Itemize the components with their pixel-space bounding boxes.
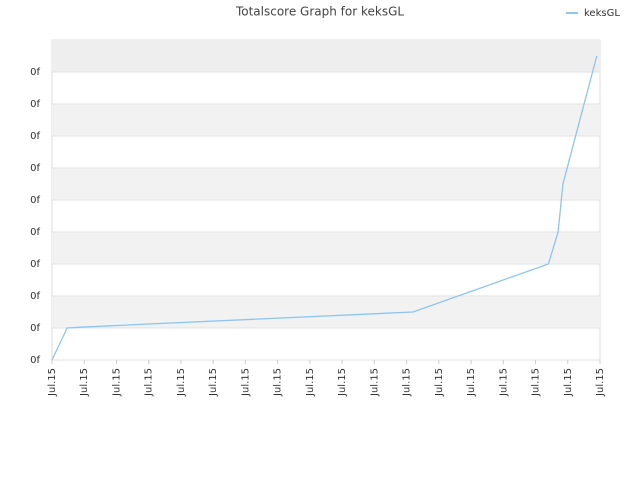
x-tick-label: Jul.15 [434,368,445,397]
x-tick-label: Jul.15 [531,368,542,397]
x-tick-label: Jul.15 [337,368,348,397]
x-tick-label: Jul.15 [240,368,251,397]
y-tick-label: 0f [30,131,40,142]
band [52,40,600,72]
band [52,296,600,328]
x-tick-label: Jul.15 [47,368,58,397]
x-tick-label: Jul.15 [498,368,509,397]
y-tick-label: 0f [30,259,40,270]
y-tick-label: 0f [30,355,40,366]
x-tick-label: Jul.15 [176,368,187,397]
x-tick-label: Jul.15 [208,368,219,397]
band [52,168,600,200]
x-tick-label: Jul.15 [466,368,477,397]
y-tick-label: 0f [30,323,40,334]
legend-label: keksGL [584,8,620,19]
x-tick-label: Jul.15 [273,368,284,397]
x-tick-label: Jul.15 [144,368,155,397]
y-tick-label: 0f [30,227,40,238]
band [52,104,600,136]
chart-title: Totalscore Graph for keksGL [235,5,404,19]
x-tick-label: Jul.15 [111,368,122,397]
y-tick-label: 0f [30,291,40,302]
x-tick-label: Jul.15 [79,368,90,397]
x-tick-label: Jul.15 [305,368,316,397]
x-tick-label: Jul.15 [369,368,380,397]
x-tick-label: Jul.15 [595,368,606,397]
y-tick-label: 0f [30,163,40,174]
y-tick-label: 0f [30,99,40,110]
y-tick-label: 0f [30,195,40,206]
x-tick-label: Jul.15 [563,368,574,397]
y-tick-label: 0f [30,67,40,78]
data-line [51,55,598,361]
x-tick-label: Jul.15 [402,368,413,397]
band [52,232,600,264]
